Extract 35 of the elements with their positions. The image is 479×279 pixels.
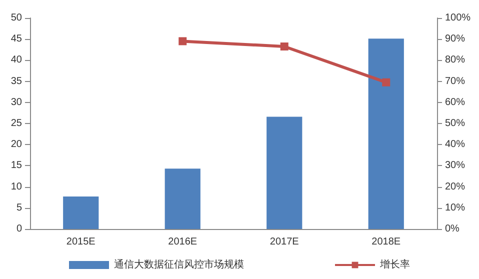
- y2-tick-label: 60%: [445, 96, 466, 108]
- point: [178, 37, 187, 46]
- y-tick-label: 25: [10, 118, 22, 129]
- y-tick-label: 40: [10, 54, 22, 66]
- y-tick-label: 45: [10, 34, 22, 45]
- y2-tick-label: 0%: [445, 224, 460, 234]
- legend-label: 增长率: [379, 258, 410, 270]
- y2-tick-label: 10%: [445, 202, 466, 214]
- x-tick-label: 2016E: [168, 236, 198, 248]
- point: [382, 78, 390, 86]
- y2-tick-label: 70%: [445, 76, 466, 87]
- y2-tick-label: 50%: [445, 118, 466, 129]
- y2-tick-label: 90%: [445, 34, 466, 45]
- bar: [266, 116, 302, 229]
- bar: [164, 168, 200, 229]
- y-tick-label: 0: [16, 224, 22, 234]
- y-tick-label: 5: [16, 202, 22, 214]
- y-tick-label: 20: [10, 139, 22, 150]
- y2-tick-label: 40%: [445, 139, 466, 150]
- y-tick-label: 30: [10, 96, 22, 108]
- x-tick-label: 2017E: [270, 236, 300, 248]
- legend-label: 通信大数据征信风控市场规模: [114, 258, 244, 270]
- y-tick-label: 50: [10, 12, 22, 24]
- y-tick-label: 15: [10, 160, 22, 172]
- y2-tick-label: 100%: [445, 12, 471, 24]
- point: [280, 42, 288, 50]
- bar: [63, 196, 99, 229]
- y-tick-label: 10: [10, 181, 22, 192]
- y-tick-label: 35: [10, 76, 22, 87]
- y2-tick-label: 20%: [445, 181, 466, 192]
- x-tick-label: 2018E: [372, 236, 401, 248]
- bar: [368, 38, 404, 229]
- y2-tick-label: 30%: [445, 160, 466, 172]
- x-tick-label: 2015E: [66, 236, 96, 248]
- y2-tick-label: 80%: [445, 54, 466, 66]
